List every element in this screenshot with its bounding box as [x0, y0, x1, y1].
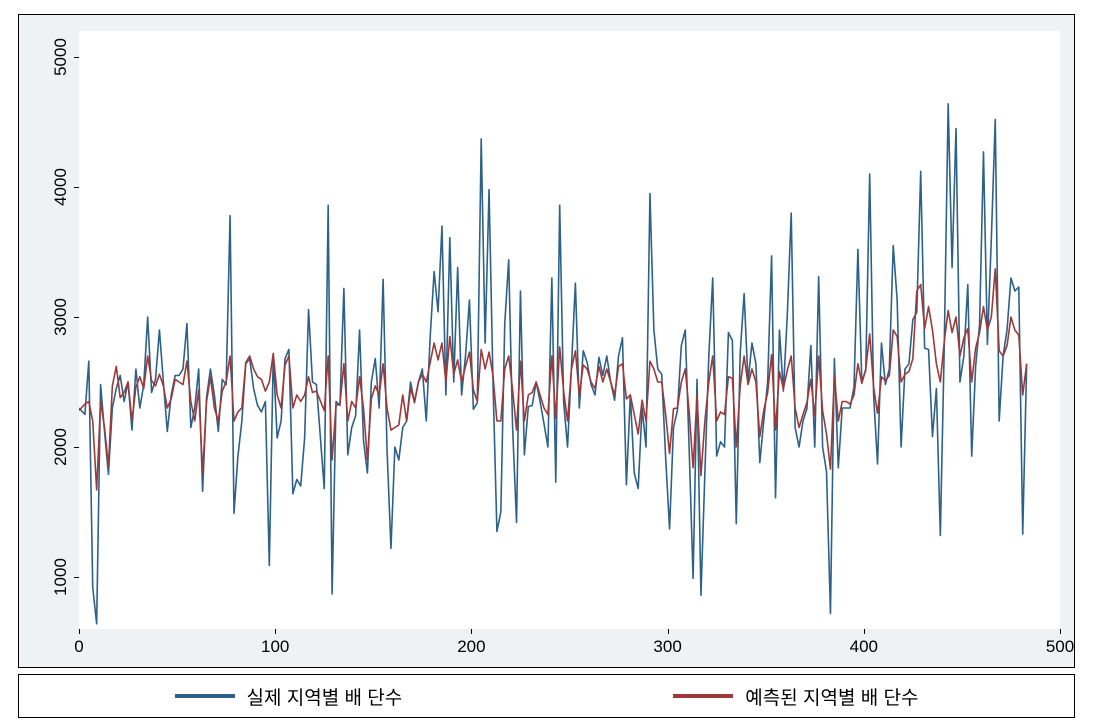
xtick-mark: [275, 629, 276, 634]
xtick-label: 0: [59, 637, 99, 657]
xtick-mark: [471, 629, 472, 634]
xtick-mark: [79, 629, 80, 634]
xtick-mark: [1060, 629, 1061, 634]
legend-item-predicted: 예측된 지역별 배 단수: [673, 683, 918, 710]
ytick-mark: [74, 447, 79, 448]
ytick-label: 4000: [51, 167, 71, 207]
line-chart-svg: [79, 31, 1060, 629]
xtick-label: 100: [255, 637, 295, 657]
legend-label-actual: 실제 지역별 배 단수: [247, 683, 403, 710]
legend-label-predicted: 예측된 지역별 배 단수: [745, 683, 918, 710]
chart-container: 1000 2000 3000 4000 5000 0 100 200 300 400 500 실제 …: [0, 0, 1093, 726]
ytick-mark: [74, 317, 79, 318]
xtick-label: 500: [1040, 637, 1080, 657]
legend: 실제 지역별 배 단수 예측된 지역별 배 단수: [18, 674, 1075, 718]
chart-outer-frame: 100020003000400050000100200300400500: [18, 14, 1075, 668]
legend-swatch-predicted: [673, 694, 733, 698]
xtick-label: 400: [844, 637, 884, 657]
ytick-mark: [74, 187, 79, 188]
xtick-mark: [864, 629, 865, 634]
xtick-label: 300: [648, 637, 688, 657]
xtick-label: 200: [451, 637, 491, 657]
ytick-mark: [74, 577, 79, 578]
legend-item-actual: 실제 지역별 배 단수: [175, 683, 403, 710]
ytick-label: 1000: [51, 557, 71, 597]
ytick-label: 2000: [51, 427, 71, 467]
ytick-label: 3000: [51, 297, 71, 337]
plot-area: [79, 31, 1060, 629]
ytick-mark: [74, 57, 79, 58]
xtick-mark: [668, 629, 669, 634]
ytick-label: 5000: [51, 37, 71, 77]
legend-swatch-actual: [175, 694, 235, 698]
